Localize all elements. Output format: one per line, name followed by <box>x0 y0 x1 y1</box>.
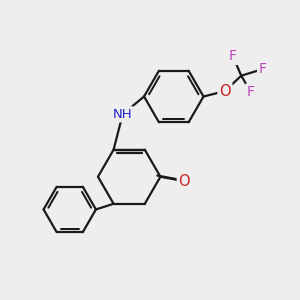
Text: O: O <box>178 174 190 189</box>
Text: NH: NH <box>113 108 133 121</box>
Text: F: F <box>259 62 267 76</box>
Text: F: F <box>247 85 255 99</box>
Text: O: O <box>219 84 231 99</box>
Text: F: F <box>229 50 237 63</box>
